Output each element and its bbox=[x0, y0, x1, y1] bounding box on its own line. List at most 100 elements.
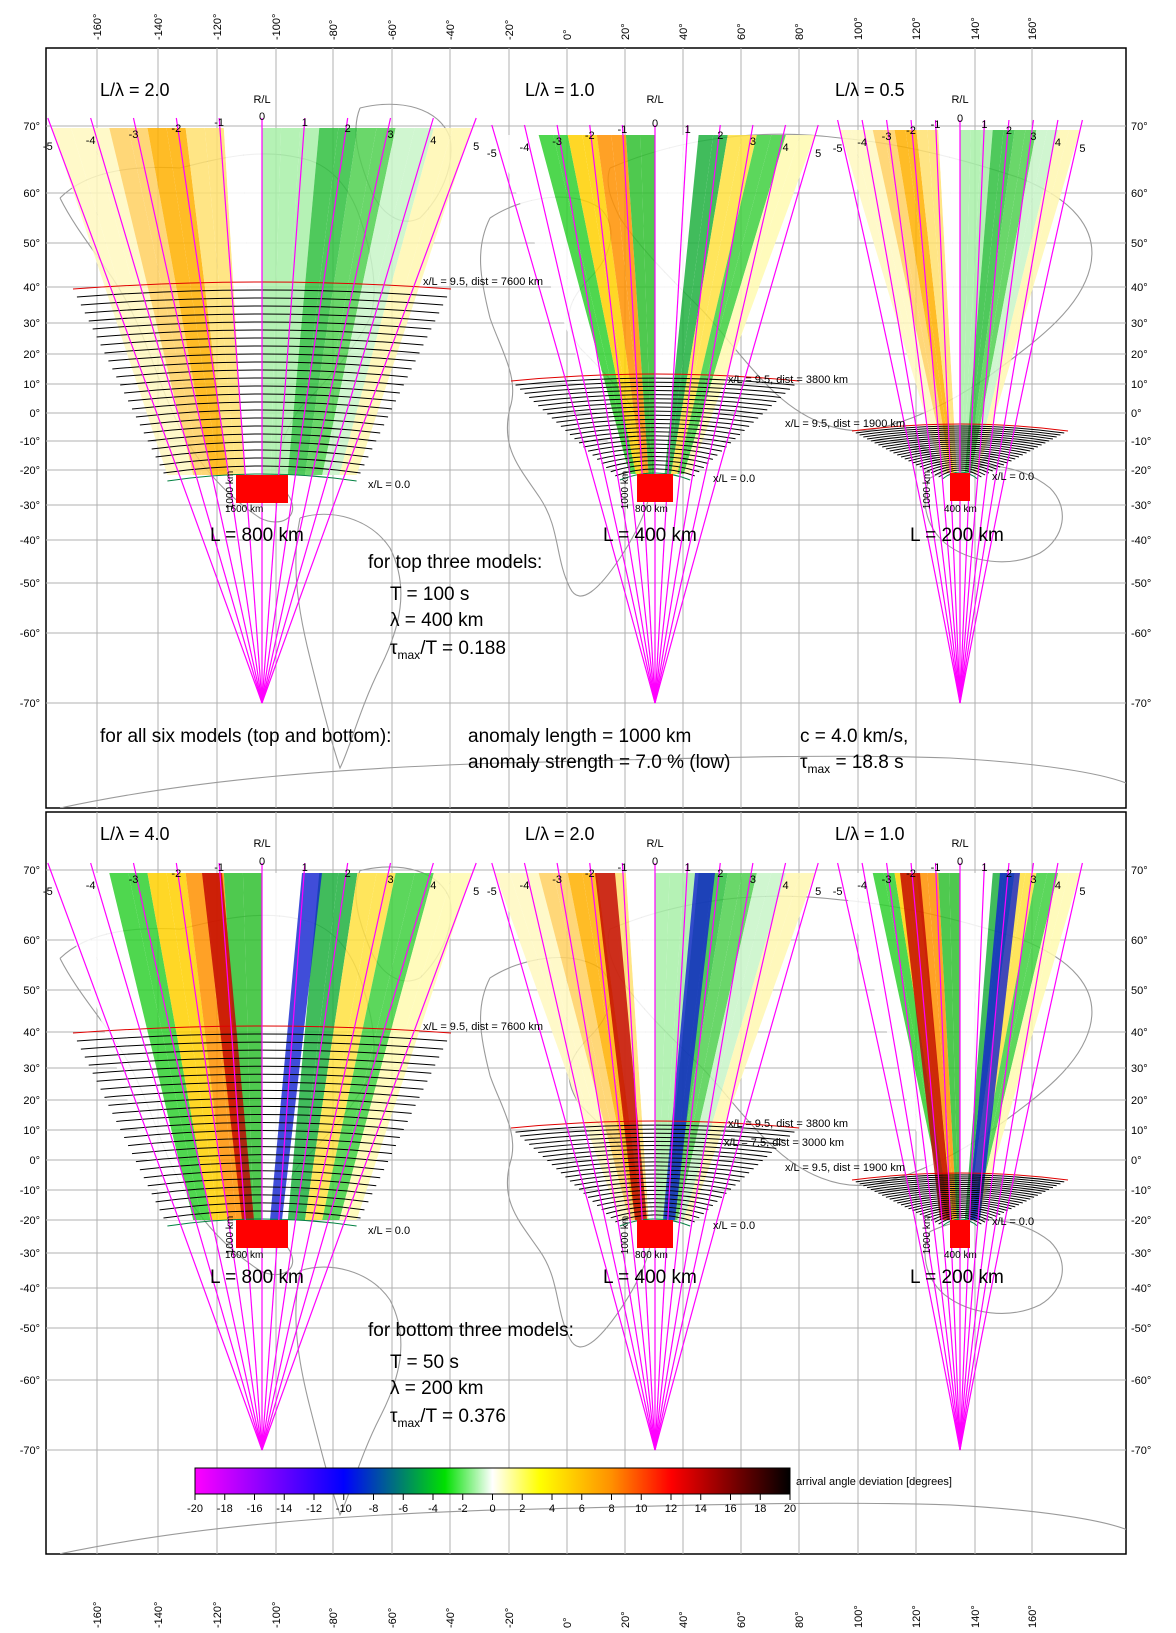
colorbar-tick-label: -10 bbox=[336, 1503, 352, 1515]
amplitude-strip bbox=[223, 873, 254, 1220]
rl-header: R/L bbox=[253, 838, 270, 850]
lon-tick-bottom: -20° bbox=[504, 1608, 516, 1628]
amplitude-strip bbox=[185, 128, 237, 475]
ray-line bbox=[261, 862, 434, 1451]
lon-tick-top: 160° bbox=[1027, 17, 1039, 40]
lat-tick-left-top: 30° bbox=[23, 318, 40, 330]
far-contour-label: x/L = 9.5, dist = 3800 km bbox=[728, 374, 848, 386]
amplitude-strip bbox=[204, 128, 245, 475]
ray-line bbox=[837, 862, 961, 1451]
rl-tick: 2 bbox=[717, 130, 723, 142]
rl-tick: 4 bbox=[430, 135, 436, 147]
rl-tick: 1 bbox=[302, 862, 308, 874]
amplitude-strip bbox=[509, 135, 627, 474]
ray-line bbox=[90, 117, 263, 704]
wave-speed: c = 4.0 km/s, bbox=[800, 726, 908, 747]
lat-tick-left-top: -60° bbox=[20, 628, 40, 640]
colorbar-tick-label: 8 bbox=[608, 1503, 614, 1515]
amplitude-strip bbox=[509, 873, 627, 1220]
rl-tick: -2 bbox=[585, 868, 595, 880]
ray-fans bbox=[47, 117, 1083, 1451]
far-contour-label: x/L = 9.5, dist = 1900 km bbox=[785, 418, 905, 430]
colorbar-tick-label: -8 bbox=[369, 1503, 379, 1515]
bottom-period: T = 50 s bbox=[390, 1352, 459, 1373]
amplitude-strip bbox=[949, 873, 960, 1220]
rl-tick: -1 bbox=[931, 862, 941, 874]
lat-tick-left-top: 60° bbox=[23, 188, 40, 200]
amplitude-strip bbox=[976, 130, 1080, 473]
ray-line bbox=[218, 117, 263, 704]
rl-tick: -4 bbox=[857, 880, 867, 892]
lon-tick-top: 100° bbox=[853, 17, 865, 40]
colorbar-tick-label: -6 bbox=[398, 1503, 408, 1515]
lon-tick-bottom: 60° bbox=[736, 1611, 748, 1628]
rl-tick: -5 bbox=[487, 886, 497, 898]
rl-tick: -2 bbox=[906, 125, 916, 137]
rl-tick: 0 bbox=[652, 118, 658, 130]
rl-tick: 1 bbox=[981, 862, 987, 874]
ray-line bbox=[523, 124, 656, 704]
ray-line bbox=[861, 862, 961, 1451]
negative-core-band bbox=[270, 873, 322, 1220]
amplitude-strip bbox=[966, 130, 1015, 473]
positive-core-band bbox=[202, 873, 254, 1220]
lat-tick-right-bottom: 10° bbox=[1131, 1125, 1148, 1137]
length-scale-label: L = 800 km bbox=[210, 1267, 304, 1288]
lat-tick-right-bottom: 60° bbox=[1131, 935, 1148, 947]
lat-tick-left-bottom: 40° bbox=[23, 1027, 40, 1039]
anomaly-width-label: 800 km bbox=[635, 504, 668, 515]
amplitude-strip bbox=[938, 873, 959, 1220]
amplitude-strip bbox=[661, 135, 699, 474]
lon-tick-top: -40° bbox=[445, 20, 457, 40]
lon-tick-top: 60° bbox=[736, 23, 748, 40]
lon-tick-top: -120° bbox=[212, 14, 224, 40]
rl-tick: 4 bbox=[1055, 137, 1061, 149]
amplitude-strip bbox=[538, 135, 633, 474]
near-contour-label: x/L = 0.0 bbox=[368, 479, 410, 491]
lat-tick-right-bottom: -40° bbox=[1131, 1283, 1151, 1295]
rl-tick: 4 bbox=[430, 880, 436, 892]
lon-tick-top: -160° bbox=[92, 14, 104, 40]
amplitude-strip bbox=[677, 135, 772, 474]
lat-tick-right-top: 30° bbox=[1131, 318, 1148, 330]
colorbar-scale bbox=[194, 1467, 791, 1495]
amplitude-strip bbox=[71, 873, 185, 1220]
rl-tick: 3 bbox=[1030, 131, 1036, 143]
amplitude-strip bbox=[927, 873, 957, 1220]
lon-tick-top: 120° bbox=[911, 17, 923, 40]
shared-heading: for all six models (top and bottom): bbox=[100, 726, 391, 747]
lon-tick-bottom: -40° bbox=[445, 1608, 457, 1628]
amplitude-strip bbox=[840, 873, 944, 1220]
far-contour-label: x/L = 9.5, dist = 1900 km bbox=[785, 1162, 905, 1174]
far-contour-label: x/L = 9.5, dist = 7600 km bbox=[423, 276, 543, 288]
amplitude-strip bbox=[279, 128, 320, 475]
fan-panel-1 bbox=[47, 117, 477, 704]
lat-tick-left-bottom: 30° bbox=[23, 1063, 40, 1075]
anomaly-height-label: 1000 km bbox=[620, 471, 631, 509]
ray-line bbox=[132, 862, 263, 1451]
rl-tick: -1 bbox=[617, 862, 627, 874]
amplitude-strip bbox=[242, 128, 262, 475]
rl-tick: 5 bbox=[1079, 143, 1085, 155]
amplitude-strip bbox=[185, 873, 237, 1220]
amplitude-strip bbox=[147, 873, 219, 1220]
ray-line bbox=[556, 862, 656, 1451]
amplitude-strip bbox=[687, 135, 815, 474]
lon-tick-top: -80° bbox=[328, 20, 340, 40]
panel-2-labels: L/λ = 1.0 R/L -5 -4 -3 -2 -1 0 1 2 3 4 5 L = 400 km 10… bbox=[487, 80, 848, 546]
amplitude-strip bbox=[976, 873, 1080, 1220]
lat-tick-left-top: 40° bbox=[23, 282, 40, 294]
lon-tick-bottom: 120° bbox=[911, 1605, 923, 1628]
rl-tick: 2 bbox=[345, 123, 351, 135]
mid-contour-label: x/L = 7.5, dist = 3000 km bbox=[724, 1137, 844, 1149]
amplitude-strip bbox=[305, 873, 377, 1220]
ray-line bbox=[47, 117, 263, 704]
ray-line bbox=[261, 862, 477, 1451]
top-heading: for top three models: bbox=[368, 552, 542, 573]
rl-tick: 1 bbox=[302, 117, 308, 129]
amplitude-strip bbox=[270, 128, 301, 475]
lat-tick-right-top: -50° bbox=[1131, 578, 1151, 590]
rl-header: R/L bbox=[951, 838, 968, 850]
lon-tick-top: 20° bbox=[620, 23, 632, 40]
amplitude-strip bbox=[339, 873, 453, 1220]
